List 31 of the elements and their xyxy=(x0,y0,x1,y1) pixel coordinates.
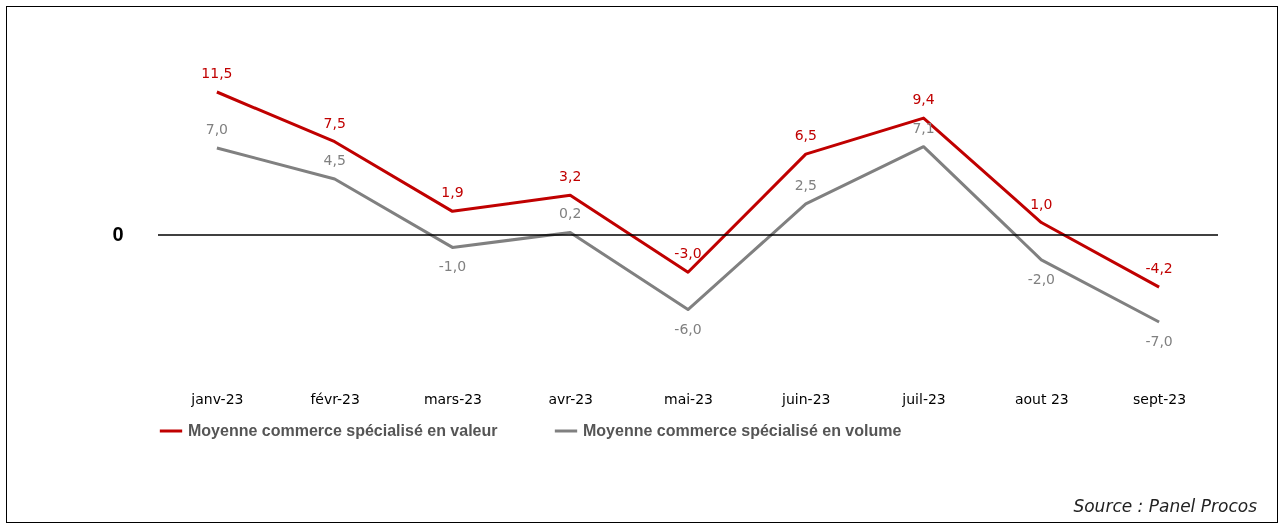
data-label: -4,2 xyxy=(1145,260,1173,277)
data-label: 4,5 xyxy=(323,152,346,169)
data-label: 7,0 xyxy=(205,120,229,137)
data-label: 3,2 xyxy=(559,168,582,185)
data-label: 1,0 xyxy=(1030,195,1053,212)
x-tick-label: avr-23 xyxy=(548,390,594,407)
data-label: -6,0 xyxy=(674,320,702,337)
x-tick-label: mai-23 xyxy=(664,390,713,407)
data-label: -3,0 xyxy=(674,245,702,262)
data-label: 2,5 xyxy=(794,176,817,193)
x-tick-label: mars-23 xyxy=(423,390,483,407)
legend-label: Moyenne commerce spécialisé en valeur xyxy=(188,422,498,439)
data-label: 7,1 xyxy=(912,119,935,136)
legend-label: Moyenne commerce spécialisé en volume xyxy=(583,422,902,439)
data-label: -2,0 xyxy=(1027,270,1055,287)
x-tick-label: juin-23 xyxy=(781,390,831,407)
data-label: -7,0 xyxy=(1145,333,1173,349)
x-tick-label: févr-23 xyxy=(310,390,360,407)
data-label: 11,5 xyxy=(201,65,233,81)
ref-line-label: 0 xyxy=(112,222,124,245)
data-label: -1,0 xyxy=(438,258,467,275)
data-label: 0,2 xyxy=(559,205,582,222)
x-tick-label: juil-23 xyxy=(901,390,946,407)
x-tick-label: aout 23 xyxy=(1014,390,1069,407)
data-label: 7,5 xyxy=(323,114,346,131)
source-note: Source : Panel Procos xyxy=(1073,496,1257,516)
data-label: 6,5 xyxy=(794,127,817,144)
x-tick-label: janv-23 xyxy=(190,390,244,407)
data-label: 1,9 xyxy=(441,184,464,201)
x-tick-label: sept-23 xyxy=(1133,390,1187,407)
data-label: 9,4 xyxy=(912,91,935,108)
